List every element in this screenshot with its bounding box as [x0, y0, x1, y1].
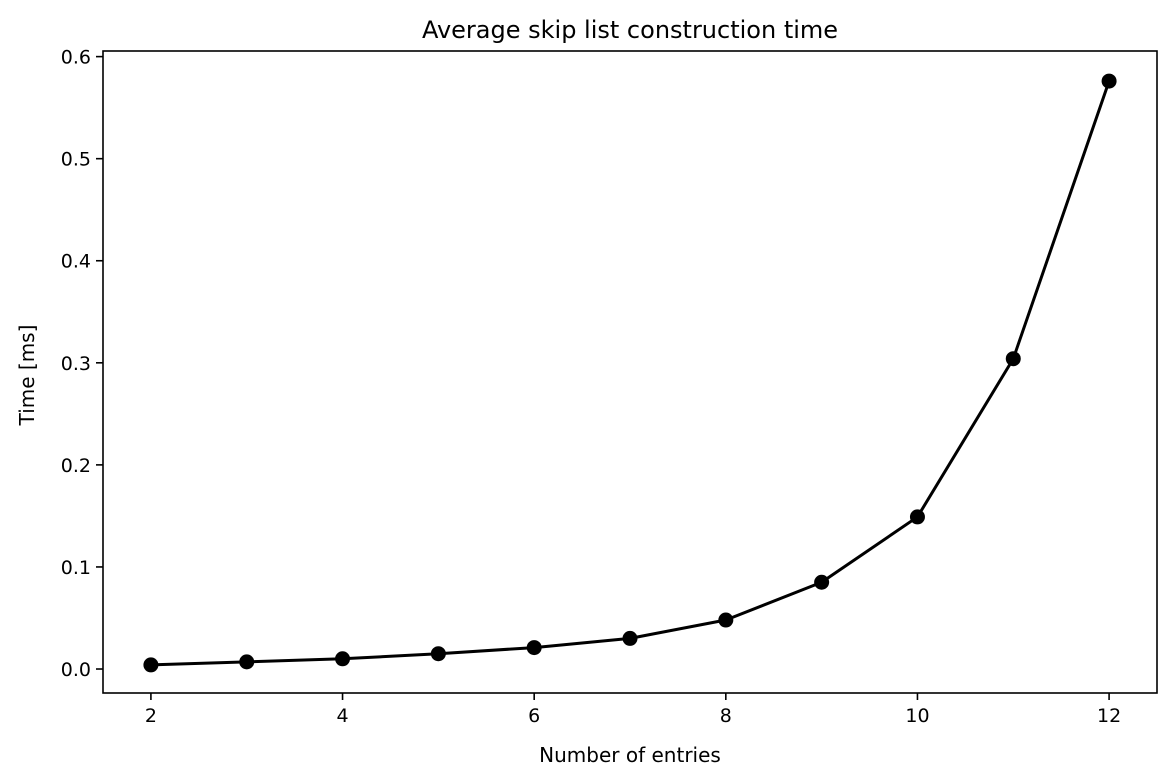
chart-title: Average skip list construction time: [422, 16, 838, 44]
y-axis-label: Time [ms]: [15, 325, 39, 427]
x-axis-label: Number of entries: [539, 743, 721, 767]
data-point: [143, 657, 159, 673]
x-tick-label: 6: [528, 705, 540, 727]
y-tick-label: 0.5: [61, 149, 91, 171]
x-tick-label: 10: [905, 705, 929, 727]
data-point: [1005, 351, 1021, 367]
data-point: [718, 612, 734, 628]
data-point: [814, 574, 830, 590]
x-tick-label: 2: [145, 705, 157, 727]
y-tick-label: 0.1: [61, 557, 91, 579]
data-point: [1101, 73, 1117, 89]
x-tick-label: 8: [720, 705, 732, 727]
data-point: [430, 646, 446, 662]
data-point: [909, 509, 925, 525]
plot-area: 2 4 6 8 10 12 0.0 0.1 0.2 0.3 0.4 0.5 0.6: [61, 47, 1158, 727]
y-tick-label: 0.0: [61, 659, 91, 681]
data-point: [335, 651, 351, 667]
x-tick-label: 12: [1097, 705, 1121, 727]
y-tick-label: 0.4: [61, 251, 91, 273]
y-tick-label: 0.2: [61, 455, 91, 477]
data-point: [622, 630, 638, 646]
data-point: [526, 640, 542, 656]
plot-frame: [102, 50, 1158, 694]
data-point: [239, 654, 255, 670]
x-tick-label: 4: [336, 705, 348, 727]
y-tick-label: 0.3: [61, 353, 91, 375]
y-tick-label: 0.6: [61, 47, 91, 69]
